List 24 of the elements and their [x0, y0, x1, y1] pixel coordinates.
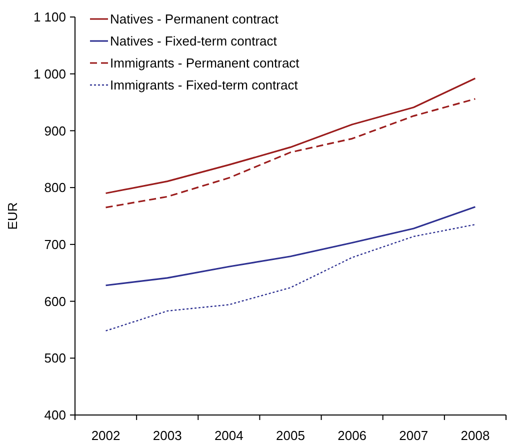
x-tick-label: 2004 [214, 428, 244, 443]
line-series [104, 98, 476, 208]
y-tick-label: 400 [44, 408, 66, 423]
y-tick-label: 600 [44, 294, 66, 309]
x-tick-label: 2006 [338, 428, 367, 443]
x-tick-label: 2007 [399, 428, 428, 443]
x-tick-label: 2003 [152, 428, 182, 443]
legend-label: Natives - Fixed-term contract [110, 34, 278, 49]
y-tick-label: 1 100 [33, 10, 66, 25]
legend-label: Natives - Permanent contract [110, 12, 279, 27]
legend-label: Immigrants - Permanent contract [110, 56, 300, 71]
legend-label: Immigrants - Fixed-term contract [110, 78, 298, 93]
x-tick-label: 2002 [91, 428, 120, 443]
y-tick-label: 1 000 [33, 66, 66, 82]
line-series [104, 206, 476, 286]
x-tick-label: 2008 [460, 428, 490, 443]
y-tick-label: 900 [44, 123, 66, 138]
y-tick-label: 800 [44, 180, 66, 196]
y-tick-label: 700 [44, 236, 66, 252]
line-series [105, 224, 476, 332]
line-series [104, 78, 476, 194]
y-axis-title: EUR [5, 202, 20, 230]
y-tick-label: 500 [44, 350, 66, 366]
x-tick-label: 2005 [276, 428, 305, 443]
